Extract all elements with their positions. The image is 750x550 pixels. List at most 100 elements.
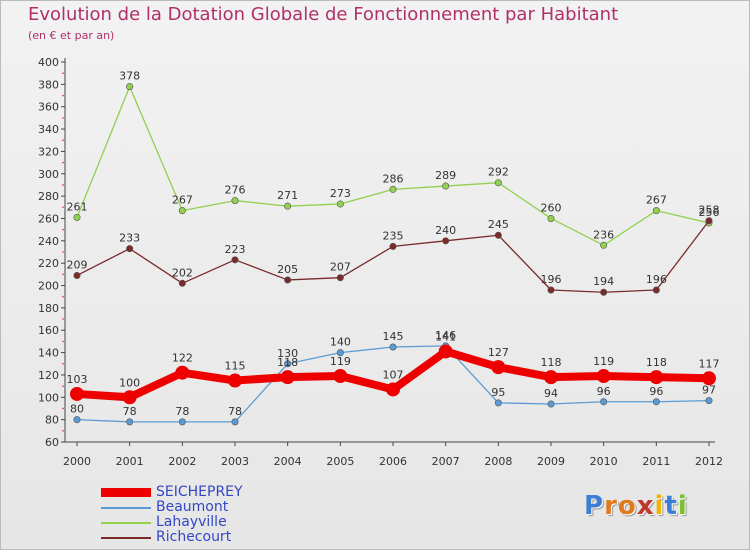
data-point: [333, 369, 348, 384]
data-label: 276: [225, 184, 246, 197]
x-tick-label: 2005: [326, 455, 354, 468]
data-label: 292: [488, 166, 509, 179]
data-point: [652, 398, 660, 406]
data-label: 194: [593, 275, 614, 288]
legend-item-beaumont: Beaumont: [101, 500, 321, 515]
x-tick-label: 2007: [432, 455, 460, 468]
data-label: 223: [225, 243, 246, 256]
data-label: 260: [541, 201, 562, 214]
y-tick-label: 80: [45, 414, 59, 427]
series-line-lahayville: [76, 85, 710, 246]
data-label: 107: [383, 368, 404, 381]
data-label: 103: [67, 373, 88, 386]
data-point: [649, 370, 664, 385]
data-point: [547, 214, 555, 222]
x-tick-label: 2011: [642, 455, 670, 468]
data-label: 78: [228, 405, 242, 418]
data-point: [336, 349, 344, 357]
data-label: 97: [702, 384, 716, 397]
data-label: 118: [646, 356, 667, 369]
y-tick-label: 340: [38, 123, 59, 136]
legend-label: Beaumont: [156, 499, 229, 515]
data-point: [231, 418, 239, 426]
data-label: 256: [699, 206, 720, 219]
data-point: [73, 213, 81, 221]
y-tick-label: 360: [38, 101, 59, 114]
data-point: [547, 286, 555, 294]
y-minor-tick: [62, 161, 64, 164]
data-point: [70, 386, 84, 401]
legend-label: Richecourt: [156, 529, 232, 545]
y-tick-label: 140: [38, 347, 59, 360]
data-point: [126, 83, 134, 91]
data-point: [231, 197, 239, 205]
data-label: 145: [383, 330, 404, 343]
data-label: 271: [277, 189, 298, 202]
data-label: 95: [491, 386, 505, 399]
data-point: [702, 371, 716, 386]
logo-letter: r: [604, 491, 618, 521]
y-tick-label: 400: [38, 56, 59, 69]
legend-swatch: [101, 522, 151, 524]
y-tick-label: 200: [38, 280, 59, 293]
logo-letter: P: [584, 491, 605, 521]
data-label: 127: [488, 346, 509, 359]
y-tick-label: 380: [38, 78, 59, 91]
data-point: [389, 343, 397, 351]
data-label: 273: [330, 187, 351, 200]
data-label: 267: [646, 194, 667, 207]
x-tick-label: 2012: [695, 455, 723, 468]
data-label: 196: [541, 273, 562, 286]
data-point: [442, 182, 450, 190]
y-minor-tick: [62, 385, 64, 387]
data-label: 209: [67, 258, 88, 271]
x-tick-label: 2002: [168, 455, 196, 468]
legend-swatch: [101, 537, 151, 539]
data-point: [600, 288, 608, 296]
y-minor-tick: [62, 318, 64, 320]
data-labels: 80 78 78 78 130 140 145 146 95 94 96 96 97 261 378 267 2…: [67, 70, 720, 418]
legend: SEICHEPREY Beaumont Lahayville Richecour…: [101, 485, 321, 545]
data-label: 289: [435, 169, 456, 182]
x-tick-label: 2008: [484, 455, 512, 468]
data-label: 140: [330, 336, 351, 349]
logo-letter: i: [654, 491, 665, 521]
data-point: [178, 418, 186, 426]
logo-letter: o: [617, 491, 637, 521]
y-tick-label: 60: [45, 436, 59, 449]
y-tick-label: 300: [38, 168, 59, 181]
data-label: 202: [172, 266, 193, 279]
logo-letter: x: [636, 491, 655, 521]
data-point: [336, 274, 344, 282]
data-label: 141: [435, 330, 456, 343]
data-point: [178, 207, 186, 215]
y-minor-tick: [62, 295, 64, 298]
x-tick-label: 2004: [274, 455, 302, 468]
data-label: 258: [699, 204, 720, 217]
data-point: [386, 382, 400, 397]
x-tick-label: 2000: [63, 455, 91, 468]
data-point: [494, 399, 502, 407]
y-minor-tick: [62, 407, 64, 410]
data-point: [280, 370, 295, 385]
data-label: 100: [119, 376, 140, 389]
data-label: 122: [172, 352, 193, 365]
y-minor-tick: [62, 228, 64, 231]
data-label: 118: [541, 356, 562, 369]
data-point: [73, 416, 81, 424]
data-point: [442, 237, 450, 245]
data-point: [600, 398, 608, 406]
data-point: [126, 418, 134, 426]
data-point: [544, 370, 558, 385]
data-point: [231, 256, 239, 264]
data-point: [228, 373, 242, 388]
data-point: [336, 200, 344, 208]
x-tick-label: 2001: [116, 455, 144, 468]
data-point: [284, 360, 292, 368]
data-point: [600, 241, 608, 249]
y-minor-tick: [62, 94, 64, 97]
data-point: [705, 397, 713, 405]
y-minor-tick: [62, 117, 64, 119]
legend-item-seicheprey: SEICHEPREY: [101, 485, 321, 500]
legend-label: SEICHEPREY: [156, 484, 243, 500]
